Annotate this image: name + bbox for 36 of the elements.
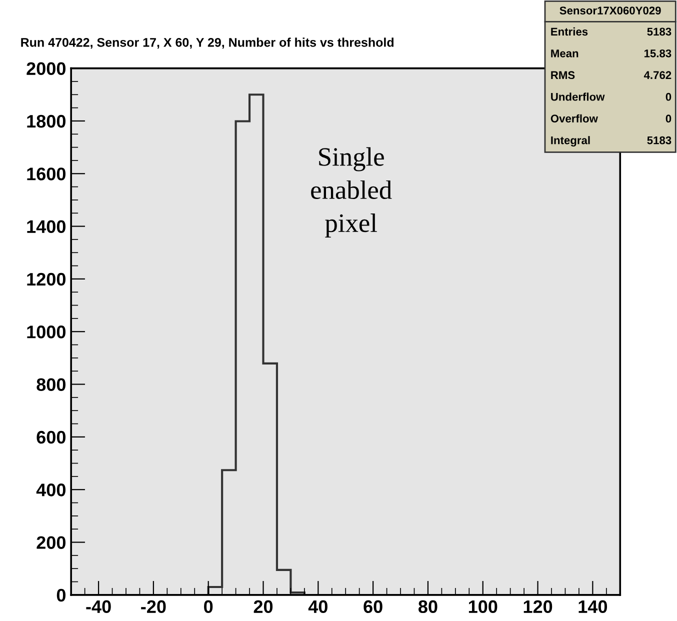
y-tick-label: 600	[36, 430, 66, 444]
text: Sensor17X060Y029	[560, 6, 661, 14]
text: Mean	[551, 50, 578, 58]
text: 5183	[647, 136, 672, 144]
y-tick-label: 1400	[27, 220, 66, 234]
x-tick-label: 40	[308, 600, 328, 614]
text: 15.83	[644, 49, 672, 58]
x-tick-label: 100	[468, 600, 498, 614]
x-tick-label: -20	[141, 600, 166, 614]
x-tick-label: 60	[364, 600, 382, 614]
x-tick-label: 140	[578, 600, 608, 614]
y-tick-label: 800	[36, 378, 66, 391]
annotation: Single enabled pixel	[311, 147, 392, 238]
x-tick-label: 120	[524, 600, 552, 614]
text: 0	[666, 114, 672, 123]
x-tick-label: 0	[204, 600, 213, 614]
y-tick-label: 1800	[27, 114, 66, 128]
annotation: Overflow	[550, 114, 598, 123]
chart-title: Run 470422, Sensor 17, X 60, Y 29, Number of hits vs threshold	[21, 38, 394, 49]
y-tick-label: 2000	[26, 62, 66, 76]
text: 4.762	[644, 71, 672, 80]
y-tick-label: 1000	[27, 326, 66, 338]
y-tick-label: 1200	[27, 272, 66, 286]
text: 5183	[647, 28, 672, 36]
y-tick-label: 200	[36, 536, 66, 549]
y-tick-label: 400	[36, 484, 66, 496]
annotation: RMS	[551, 71, 575, 80]
annotation: Integral	[551, 136, 590, 146]
x-tick-label: -40	[86, 600, 111, 614]
y-tick-label: 1600	[27, 168, 66, 180]
x-tick-label: 80	[418, 600, 438, 614]
x-tick-label: 20	[254, 600, 273, 614]
text: 0	[666, 92, 672, 101]
text: Entries	[551, 27, 588, 36]
annotation: Underflow	[551, 92, 605, 101]
y-tick-label: 0	[56, 588, 66, 602]
